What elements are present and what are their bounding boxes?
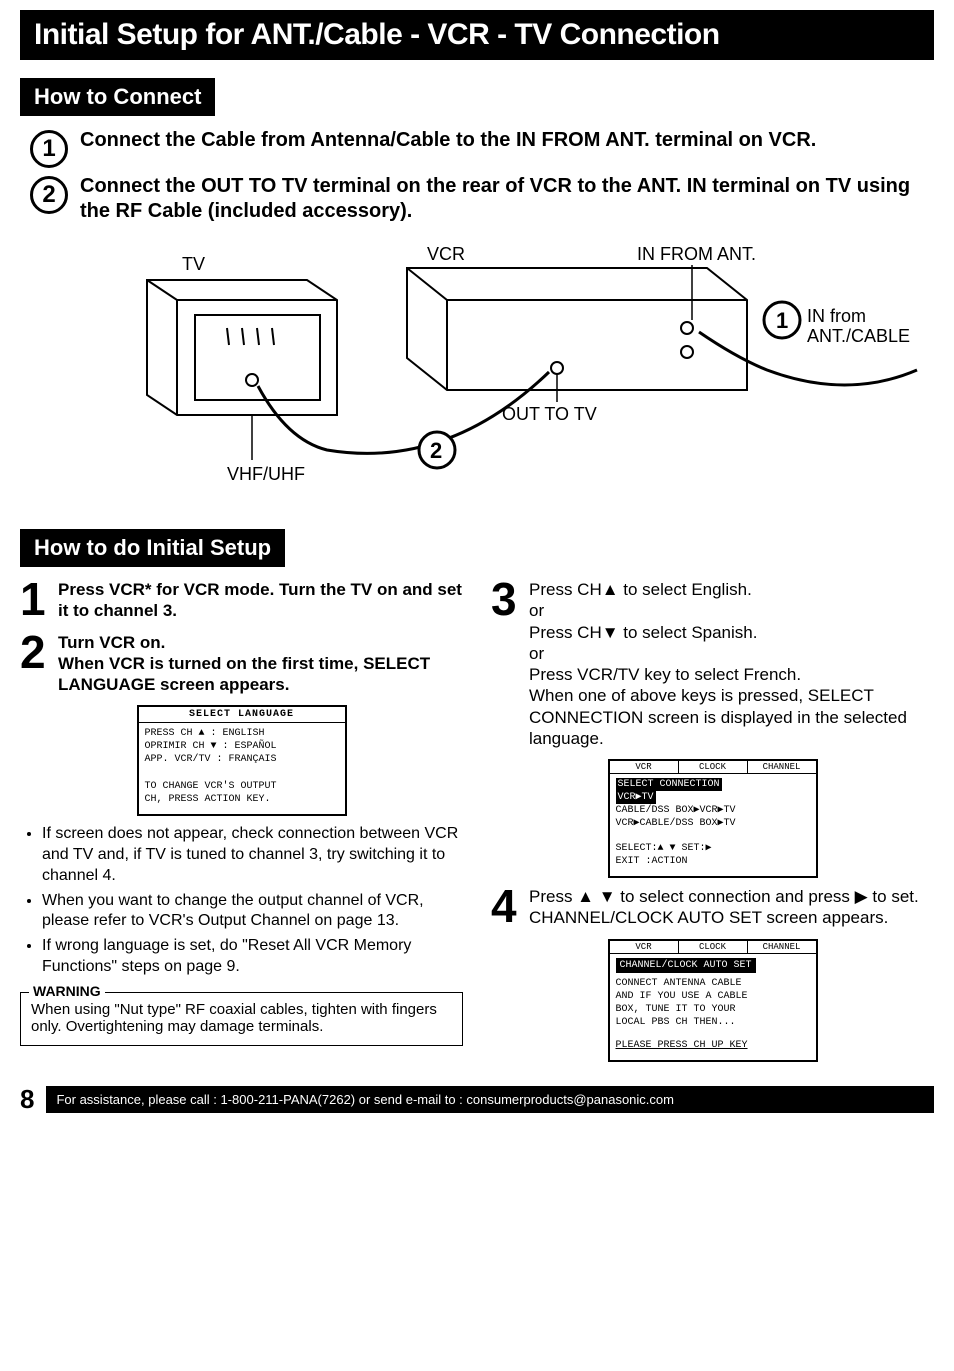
osd-auto-body: CONNECT ANTENNA CABLE AND IF YOU USE A C…	[616, 977, 810, 1029]
osd-conn-title: SELECT CONNECTION	[616, 778, 722, 791]
osd-lang-footer: TO CHANGE VCR'S OUTPUT CH, PRESS ACTION …	[145, 780, 339, 806]
setup-step-4-line1: Press ▲ ▼ to select connection and press…	[529, 886, 919, 907]
setup-step-3-line2: Press CH▼ to select Spanish.	[529, 622, 934, 643]
diagram-label-infromantcable-2: ANT./CABLE	[807, 326, 910, 346]
connect-step-1-text: Connect the Cable from Antenna/Cable to …	[80, 128, 816, 153]
setup-step-3-line1: Press CH▲ to select English.	[529, 579, 934, 600]
setup-left-column: 1 Press VCR* for VCR mode. Turn the TV o…	[20, 579, 463, 1070]
osd-conn-sel: VCR▶TV	[616, 791, 656, 804]
setup-step-3-line3: Press VCR/TV key to select French.	[529, 664, 934, 685]
setup-num-2: 2	[20, 632, 58, 673]
setup-step-3-or1: or	[529, 600, 934, 621]
diagram-circled-2: 2	[430, 438, 442, 463]
connect-step-1: 1 Connect the Cable from Antenna/Cable t…	[30, 128, 934, 168]
osd-autoset: VCR CLOCK CHANNEL CHANNEL/CLOCK AUTO SET…	[608, 939, 818, 1062]
setup-num-3: 3	[491, 579, 529, 620]
osd-select-connection: VCR CLOCK CHANNEL SELECT CONNECTION VCR▶…	[608, 759, 818, 878]
connect-step-2: 2 Connect the OUT TO TV terminal on the …	[30, 174, 934, 224]
page-title: Initial Setup for ANT./Cable - VCR - TV …	[20, 10, 934, 60]
osd-auto-title: CHANNEL/CLOCK AUTO SET	[616, 958, 756, 973]
bullet-0: If screen does not appear, check connect…	[42, 824, 463, 886]
osd-auto-footer: PLEASE PRESS CH UP KEY	[616, 1039, 810, 1052]
setup-step-4-line2: CHANNEL/CLOCK AUTO SET screen appears.	[529, 907, 919, 928]
osd-lang-line-1: OPRIMIR CH ▼ : ESPAÑOL	[145, 740, 339, 753]
osd-conn-opt-0: CABLE/DSS BOX▶VCR▶TV	[616, 804, 810, 817]
bullet-1: When you want to change the output chann…	[42, 891, 463, 933]
osd-conn-tab-clock: CLOCK	[679, 761, 748, 773]
section-how-to-connect: How to Connect	[20, 78, 215, 116]
connect-steps: 1 Connect the Cable from Antenna/Cable t…	[30, 128, 934, 224]
osd-auto-tab-channel: CHANNEL	[748, 941, 816, 953]
setup-step-2: Turn VCR on. When VCR is turned on the f…	[58, 633, 430, 695]
diagram-label-tv: TV	[182, 254, 205, 274]
troubleshoot-bullets: If screen does not appear, check connect…	[42, 824, 463, 978]
osd-lang-line-2: APP. VCR/TV : FRANÇAIS	[145, 753, 339, 766]
footer-assistance: For assistance, please call : 1-800-211-…	[46, 1086, 934, 1113]
section-how-to-setup: How to do Initial Setup	[20, 529, 285, 567]
connection-diagram: TV VHF/UHF VCR IN FROM ANT. 1 IN from AN…	[20, 240, 934, 500]
osd-conn-tab-channel: CHANNEL	[748, 761, 816, 773]
osd-conn-opt-1: VCR▶CABLE/DSS BOX▶TV	[616, 817, 810, 830]
osd-auto-tab-vcr: VCR	[610, 941, 679, 953]
setup-step-1: Press VCR* for VCR mode. Turn the TV on …	[58, 580, 462, 620]
tv-icon	[147, 280, 337, 415]
setup-num-4: 4	[491, 886, 529, 927]
diagram-label-vcr: VCR	[427, 244, 465, 264]
osd-conn-tab-vcr: VCR	[610, 761, 679, 773]
osd-lang-line-0: PRESS CH ▲ : ENGLISH	[145, 727, 339, 740]
warning-text: When using "Nut type" RF coaxial cables,…	[31, 1001, 437, 1035]
step-number-2: 2	[30, 176, 68, 214]
osd-conn-hint: SELECT:▲ ▼ SET:▶ EXIT :ACTION	[616, 842, 810, 868]
diagram-label-outtotv: OUT TO TV	[502, 404, 597, 424]
page-number: 8	[20, 1084, 34, 1115]
setup-step-3-line4: When one of above keys is pressed, SELEC…	[529, 685, 934, 749]
setup-columns: 1 Press VCR* for VCR mode. Turn the TV o…	[20, 579, 934, 1070]
osd-auto-tab-clock: CLOCK	[679, 941, 748, 953]
osd-select-language: SELECT LANGUAGE PRESS CH ▲ : ENGLISH OPR…	[137, 705, 347, 816]
setup-right-column: 3 Press CH▲ to select English. or Press …	[491, 579, 934, 1070]
setup-step-3-or2: or	[529, 643, 934, 664]
diagram-label-infromant: IN FROM ANT.	[637, 244, 756, 264]
warning-legend: WARNING	[29, 983, 105, 999]
diagram-label-infromantcable-1: IN from	[807, 306, 866, 326]
diagram-label-vhfuhf: VHF/UHF	[227, 464, 305, 484]
vcr-icon	[407, 268, 747, 390]
bullet-2: If wrong language is set, do "Reset All …	[42, 936, 463, 978]
osd-lang-title: SELECT LANGUAGE	[139, 707, 345, 723]
step-number-1: 1	[30, 130, 68, 168]
connect-step-2-text: Connect the OUT TO TV terminal on the re…	[80, 174, 934, 224]
page-footer: 8 For assistance, please call : 1-800-21…	[20, 1084, 934, 1115]
diagram-circled-1: 1	[776, 308, 788, 333]
setup-num-1: 1	[20, 579, 58, 620]
warning-box: WARNING When using "Nut type" RF coaxial…	[20, 992, 463, 1046]
